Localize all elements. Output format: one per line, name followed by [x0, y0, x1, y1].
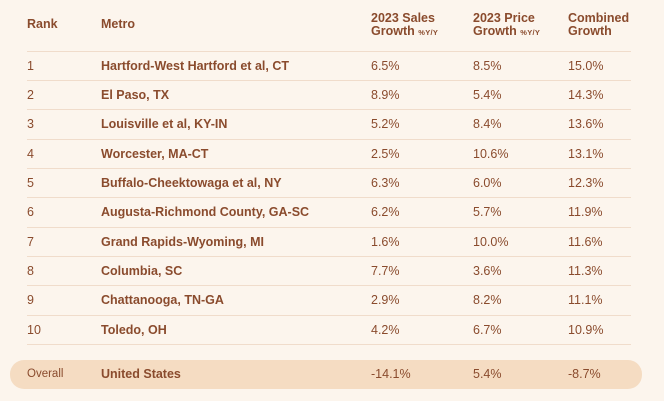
header-divider: [27, 51, 631, 52]
overall-sales-growth: -14.1%: [371, 367, 411, 381]
header-sales-line1: 2023 Sales: [371, 11, 435, 25]
price-growth-cell: 10.6%: [473, 147, 509, 161]
metro-cell: Grand Rapids-Wyoming, MI: [101, 235, 264, 249]
header-sales-growth: 2023 Sales Growth %Y/Y: [371, 12, 438, 39]
overall-combined-growth: -8.7%: [568, 367, 601, 381]
row-divider: [27, 227, 631, 228]
metro-cell: Louisville et al, KY-IN: [101, 117, 228, 131]
combined-growth-cell: 14.3%: [568, 88, 604, 102]
row-divider: [27, 344, 631, 345]
rank-cell: 4: [27, 147, 34, 161]
header-sales-line2-wrap: Growth %Y/Y: [371, 25, 438, 39]
table-row: 7 Grand Rapids-Wyoming, MI 1.6% 10.0% 11…: [0, 228, 664, 257]
rank-cell: 7: [27, 235, 34, 249]
rank-cell: 6: [27, 205, 34, 219]
combined-growth-cell: 11.1%: [568, 293, 603, 307]
sales-growth-cell: 6.3%: [371, 176, 400, 190]
metro-cell: Augusta-Richmond County, GA-SC: [101, 205, 310, 219]
rank-cell: 9: [27, 293, 34, 307]
row-divider: [27, 285, 631, 286]
header-price-line2: Growth: [473, 24, 517, 38]
metro-cell: Worcester, MA-CT: [101, 147, 209, 161]
sales-growth-cell: 4.2%: [371, 323, 400, 337]
price-growth-cell: 5.4%: [473, 88, 502, 102]
header-combined-line2: Growth: [568, 24, 612, 38]
combined-growth-cell: 12.3%: [568, 176, 604, 190]
rank-cell: 10: [27, 323, 41, 337]
sales-growth-cell: 5.2%: [371, 117, 400, 131]
table-row: 10 Toledo, OH 4.2% 6.7% 10.9%: [0, 316, 664, 345]
header-price-growth: 2023 Price Growth %Y/Y: [473, 12, 540, 39]
metro-cell: Toledo, OH: [101, 323, 167, 337]
price-growth-cell: 8.2%: [473, 293, 502, 307]
price-growth-cell: 8.4%: [473, 117, 502, 131]
price-growth-cell: 6.7%: [473, 323, 502, 337]
overall-metro: United States: [101, 367, 181, 381]
table-row: 4 Worcester, MA-CT 2.5% 10.6% 13.1%: [0, 140, 664, 169]
sales-growth-cell: 8.9%: [371, 88, 400, 102]
header-sales-unit: %Y/Y: [418, 28, 439, 37]
combined-growth-cell: 10.9%: [568, 323, 604, 337]
sales-growth-cell: 7.7%: [371, 264, 400, 278]
price-growth-cell: 5.7%: [473, 205, 502, 219]
row-divider: [27, 80, 631, 81]
overall-label: Overall: [27, 368, 64, 380]
metro-cell: Chattanooga, TN-GA: [101, 293, 224, 307]
sales-growth-cell: 2.5%: [371, 147, 400, 161]
overall-price-growth: 5.4%: [473, 367, 502, 381]
row-divider: [27, 168, 631, 169]
price-growth-cell: 10.0%: [473, 235, 509, 249]
rank-cell: 1: [27, 59, 34, 73]
combined-growth-cell: 15.0%: [568, 59, 604, 73]
row-divider: [27, 315, 631, 316]
row-divider: [27, 256, 631, 257]
header-price-unit: %Y/Y: [520, 28, 541, 37]
sales-growth-cell: 6.2%: [371, 205, 400, 219]
row-divider: [27, 139, 631, 140]
metro-cell: Columbia, SC: [101, 264, 183, 278]
overall-row: Overall United States -14.1% 5.4% -8.7%: [10, 360, 642, 389]
combined-growth-cell: 11.6%: [568, 235, 603, 249]
metro-cell: Hartford-West Hartford et al, CT: [101, 59, 289, 73]
rank-cell: 2: [27, 88, 34, 102]
sales-growth-cell: 2.9%: [371, 293, 400, 307]
header-metro: Metro: [101, 17, 136, 31]
header-price-line1: 2023 Price: [473, 11, 535, 25]
row-divider: [27, 197, 631, 198]
sales-growth-cell: 1.6%: [371, 235, 400, 249]
table-row: 6 Augusta-Richmond County, GA-SC 6.2% 5.…: [0, 198, 664, 227]
table-row: 9 Chattanooga, TN-GA 2.9% 8.2% 11.1%: [0, 286, 664, 315]
table-header: Rank Metro 2023 Sales Growth %Y/Y 2023 P…: [0, 10, 664, 50]
table-row: 3 Louisville et al, KY-IN 5.2% 8.4% 13.6…: [0, 110, 664, 139]
combined-growth-cell: 13.1%: [568, 147, 604, 161]
header-combined-growth: Combined Growth: [568, 12, 629, 38]
sales-growth-cell: 6.5%: [371, 59, 400, 73]
price-growth-cell: 6.0%: [473, 176, 502, 190]
rank-cell: 3: [27, 117, 34, 131]
header-sales-line2: Growth: [371, 24, 415, 38]
header-rank: Rank: [27, 17, 58, 31]
table-row: 2 El Paso, TX 8.9% 5.4% 14.3%: [0, 81, 664, 110]
header-price-line2-wrap: Growth %Y/Y: [473, 25, 540, 39]
rank-cell: 8: [27, 264, 34, 278]
combined-growth-cell: 13.6%: [568, 117, 604, 131]
header-combined-line1: Combined: [568, 11, 630, 25]
metro-cell: El Paso, TX: [101, 88, 170, 102]
table-row: 5 Buffalo-Cheektowaga et al, NY 6.3% 6.0…: [0, 169, 664, 198]
combined-growth-cell: 11.9%: [568, 205, 603, 219]
row-divider: [27, 109, 631, 110]
price-growth-cell: 8.5%: [473, 59, 502, 73]
table-row: 8 Columbia, SC 7.7% 3.6% 11.3%: [0, 257, 664, 286]
price-growth-cell: 3.6%: [473, 264, 502, 278]
table-row: 1 Hartford-West Hartford et al, CT 6.5% …: [0, 52, 664, 81]
metro-cell: Buffalo-Cheektowaga et al, NY: [101, 176, 282, 190]
rank-cell: 5: [27, 176, 34, 190]
combined-growth-cell: 11.3%: [568, 264, 603, 278]
